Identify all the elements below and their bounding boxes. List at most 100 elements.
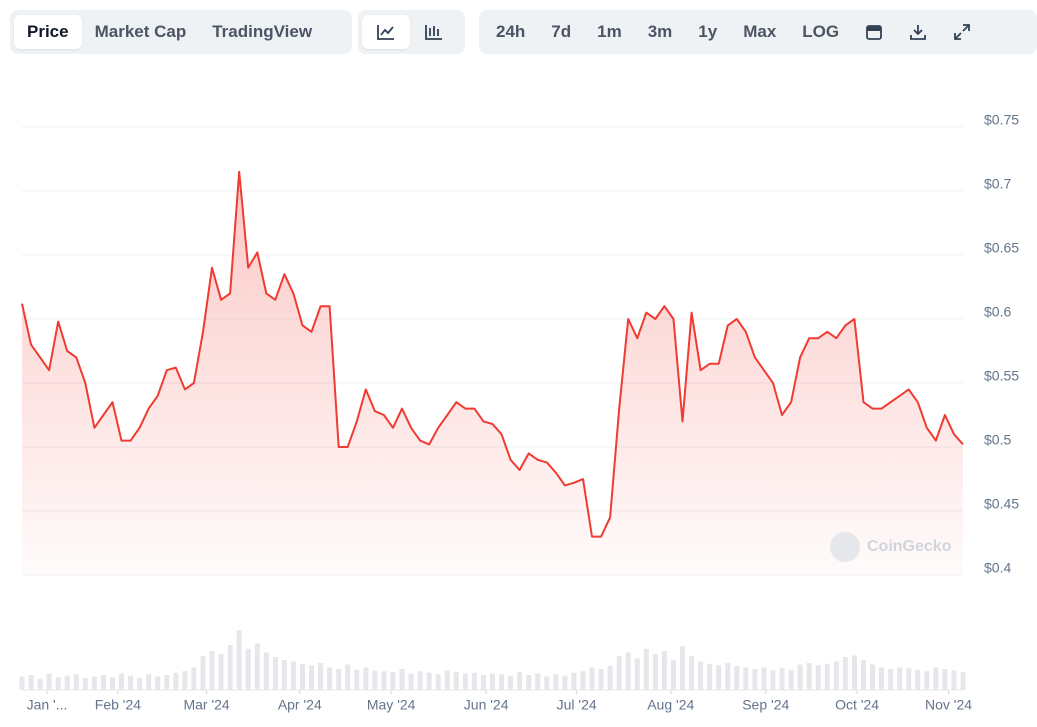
tab[interactable]: TradingView	[212, 22, 313, 41]
volume-bar	[870, 664, 876, 690]
volume-bar	[309, 665, 315, 690]
range-button[interactable]: 1y	[698, 22, 718, 41]
y-tick-label: $0.55	[984, 368, 1019, 384]
price-area	[22, 171, 963, 576]
volume-bar	[535, 673, 541, 690]
volume-bar	[91, 676, 97, 690]
x-tick-label: Mar '24	[183, 697, 229, 713]
volume-bar	[571, 672, 577, 690]
volume-bar	[924, 671, 930, 690]
x-tick-label: Nov '24	[925, 697, 972, 713]
range-button[interactable]: 7d	[551, 22, 572, 41]
range-button[interactable]: Max	[743, 22, 777, 41]
chart-style-bar	[358, 10, 465, 54]
x-tick-label: Feb '24	[95, 697, 141, 713]
volume-bar	[191, 667, 197, 690]
volume-bar	[82, 678, 88, 690]
volume-bar	[680, 646, 686, 690]
volume-bar	[815, 665, 821, 690]
volume-bar	[598, 669, 604, 690]
x-tick-label: May '24	[367, 697, 416, 713]
volume-bar	[743, 667, 749, 690]
y-tick-label: $0.4	[984, 560, 1011, 576]
volume-bar	[851, 655, 857, 690]
volume-bar	[318, 663, 324, 690]
tab[interactable]: Price	[14, 15, 82, 49]
volume-bar	[462, 673, 468, 690]
range-button[interactable]: 24h	[496, 22, 526, 41]
y-tick-label: $0.5	[984, 432, 1011, 448]
x-tick-label: Sep '24	[742, 697, 789, 713]
volume-bar	[670, 660, 676, 690]
volume-bar	[897, 667, 903, 690]
volume-bar	[707, 663, 713, 690]
volume-bar	[517, 672, 523, 690]
calendar-button[interactable]	[852, 15, 896, 49]
fullscreen-button[interactable]	[940, 15, 984, 49]
volume-bar	[381, 671, 387, 690]
volume-bar	[589, 667, 595, 690]
volume-bar	[173, 672, 179, 690]
volume-bar	[363, 667, 369, 690]
volume-bar	[562, 675, 568, 690]
expand-icon	[954, 24, 971, 40]
candle-chart-button[interactable]	[410, 15, 458, 49]
volume-bar	[28, 675, 34, 690]
volume-bar	[471, 672, 477, 690]
volume-bar	[490, 673, 495, 690]
volume-bar	[64, 675, 70, 690]
volume-bar	[770, 670, 776, 690]
volume-bar	[879, 667, 885, 690]
volume-bar	[960, 672, 966, 690]
volume-bar	[390, 672, 396, 690]
volume-bar	[200, 656, 206, 690]
volume-bar	[209, 651, 215, 690]
volume-bar	[155, 676, 161, 690]
volume-bar	[508, 675, 514, 690]
range-button[interactable]: 3m	[647, 22, 673, 41]
volume-bar	[137, 678, 143, 690]
volume-bar	[652, 654, 658, 690]
download-button[interactable]	[896, 15, 940, 49]
volume-bar	[906, 668, 912, 690]
watermark: CoinGecko	[830, 532, 952, 562]
tab-bar: Price Market Cap TradingView	[10, 10, 352, 54]
volume-bar	[526, 675, 532, 690]
volume-bar	[915, 669, 921, 690]
volume-bar	[761, 667, 767, 690]
volume-bar	[734, 666, 740, 690]
volume-bar	[218, 654, 224, 690]
y-tick-label: $0.65	[984, 240, 1019, 256]
volume-bar	[643, 648, 649, 690]
download-icon	[910, 25, 927, 40]
volume-bar	[842, 657, 848, 690]
volume-bar	[417, 671, 423, 690]
volume-bar	[725, 663, 731, 690]
line-chart-button[interactable]	[362, 15, 410, 49]
candle-icon	[425, 25, 442, 40]
volume-bar	[109, 677, 115, 690]
y-tick-label: $0.75	[984, 112, 1019, 128]
y-tick-label: $0.45	[984, 496, 1019, 512]
volume-bar	[833, 661, 839, 690]
tab[interactable]: Market Cap	[94, 22, 187, 41]
volume-bar	[345, 664, 351, 690]
volume-bar	[227, 645, 233, 690]
range-button[interactable]: 1m	[597, 22, 622, 41]
y-tick-label: $0.7	[984, 176, 1011, 192]
volume-bar	[480, 675, 486, 690]
volume-bar	[544, 676, 550, 690]
volume-bar	[553, 674, 559, 690]
volume-bar	[752, 669, 758, 690]
volume-bar	[182, 671, 188, 690]
x-tick-label: Aug '24	[647, 697, 694, 713]
x-tick-label: Oct '24	[835, 697, 879, 713]
volume-bar	[580, 671, 586, 690]
volume-bar	[933, 667, 939, 690]
volume-bar	[634, 658, 640, 690]
volume-bar	[19, 676, 25, 690]
volume-bar	[408, 673, 414, 690]
log-button[interactable]: LOG	[802, 22, 840, 41]
volume-bar	[788, 669, 794, 690]
volume-bar	[327, 667, 333, 690]
